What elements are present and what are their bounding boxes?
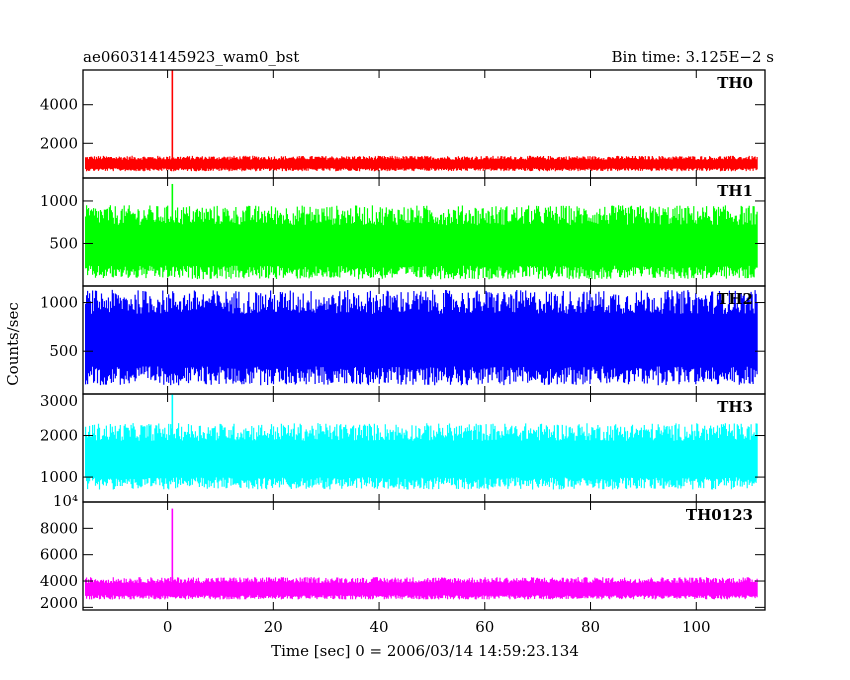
x-tick-label: 20 — [264, 618, 283, 636]
y-tick-label: 500 — [49, 234, 78, 252]
x-tick-label: 100 — [682, 618, 711, 636]
y-tick-label: 10⁴ — [53, 492, 78, 510]
panel-label-th0123: TH0123 — [686, 506, 753, 524]
y-tick-label: 6000 — [40, 546, 78, 564]
chart-title: ae060314145923_wam0_bst — [83, 48, 299, 66]
y-axis-label: Counts/sec — [4, 302, 22, 386]
y-tick-label: 2000 — [40, 594, 78, 612]
y-tick-label: 500 — [49, 342, 78, 360]
y-tick-label: 8000 — [40, 519, 78, 537]
chart-subtitle: Bin time: 3.125E−2 s — [612, 48, 774, 66]
x-tick-label: 80 — [581, 618, 600, 636]
x-axis-label: Time [sec] 0 = 2006/03/14 14:59:23.134 — [271, 642, 579, 660]
series-th1 — [85, 205, 758, 280]
panel-label-th3: TH3 — [717, 398, 753, 416]
y-tick-label: 1000 — [40, 468, 78, 486]
x-tick-label: 0 — [163, 618, 173, 636]
series-th2 — [85, 289, 758, 386]
x-tick-label: 60 — [475, 618, 494, 636]
y-tick-label: 3000 — [40, 392, 78, 410]
panel-label-th1: TH1 — [717, 182, 753, 200]
series-th0123 — [85, 577, 758, 600]
y-tick-label: 4000 — [40, 96, 78, 114]
y-tick-label: 2000 — [40, 134, 78, 152]
y-tick-label: 1000 — [40, 192, 78, 210]
series-th3 — [85, 423, 758, 490]
panel-frame-th0123 — [82, 501, 766, 611]
x-tick-label: 40 — [370, 618, 389, 636]
y-tick-label: 2000 — [40, 427, 78, 445]
y-tick-label: 4000 — [40, 572, 78, 590]
y-tick-label: 1000 — [40, 294, 78, 312]
series-th0 — [85, 155, 758, 172]
panel-label-th2: TH2 — [717, 290, 753, 308]
panel-label-th0: TH0 — [717, 74, 753, 92]
